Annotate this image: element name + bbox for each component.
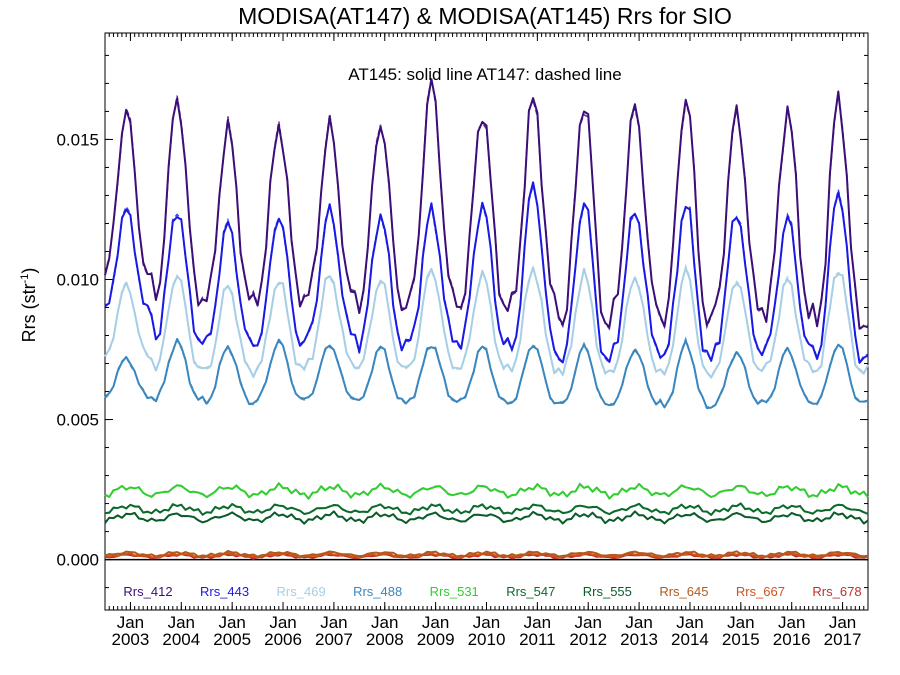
legend-entry-rrs_443: Rrs_443 [200, 584, 249, 599]
series-dashed-rrs_443 [104, 185, 869, 365]
x-tick-label-month: Jan [727, 613, 754, 632]
y-tick-label: 0.010 [56, 270, 99, 289]
x-tick-label-year: 2010 [468, 630, 506, 649]
legend-entry-rrs_555: Rrs_555 [583, 584, 632, 599]
x-tick-label-year: 2005 [213, 630, 251, 649]
x-tick-label-month: Jan [625, 613, 652, 632]
series-dashed-rrs_645 [104, 550, 869, 558]
x-tick-label-year: 2004 [162, 630, 200, 649]
plot-area: 0.0000.0050.0100.015Jan2003Jan2004Jan200… [56, 32, 869, 649]
x-tick-label-year: 2003 [112, 630, 150, 649]
series-line-rrs_531 [104, 482, 869, 500]
x-tick-label-year: 2011 [519, 630, 556, 649]
y-axis-label: Rrs (str-1) [19, 268, 39, 343]
x-tick-label-year: 2016 [773, 630, 811, 649]
x-tick-label-year: 2006 [264, 630, 302, 649]
x-tick-label-year: 2009 [417, 630, 455, 649]
y-axis-label-sup: -1 [19, 274, 31, 284]
y-tick-label: 0.000 [56, 551, 99, 570]
series-dashed-rrs_531 [104, 482, 869, 500]
x-tick-label-month: Jan [218, 613, 245, 632]
x-tick-label-month: Jan [371, 613, 398, 632]
legend-entry-rrs_678: Rrs_678 [812, 584, 861, 599]
x-tick-label-month: Jan [473, 613, 500, 632]
x-tick-label-month: Jan [829, 613, 856, 632]
x-tick-label-month: Jan [320, 613, 347, 632]
x-tick-label-month: Jan [117, 613, 144, 632]
x-tick-label-year: 2015 [722, 630, 760, 649]
series-dashed-rrs_412 [104, 78, 869, 332]
series-dashed-rrs_469 [104, 263, 869, 380]
legend-entry-rrs_667: Rrs_667 [736, 584, 785, 599]
legend-entry-rrs_547: Rrs_547 [506, 584, 555, 599]
x-tick-label-month: Jan [575, 613, 602, 632]
x-tick-label-month: Jan [422, 613, 449, 632]
legend-entry-rrs_531: Rrs_531 [430, 584, 479, 599]
x-tick-label-month: Jan [168, 613, 195, 632]
y-axis-label-end: ) [19, 268, 39, 274]
x-tick-label-month: Jan [778, 613, 805, 632]
series-line-rrs_443 [104, 181, 869, 364]
y-axis-label-main: Rrs (str [19, 283, 39, 342]
x-tick-label-month: Jan [524, 613, 551, 632]
y-tick-label: 0.015 [56, 130, 99, 149]
x-tick-label-year: 2017 [824, 630, 862, 649]
series-dashed-rrs_547 [104, 502, 869, 517]
legend-entry-rrs_488: Rrs_488 [353, 584, 402, 599]
x-tick-label-year: 2008 [366, 630, 404, 649]
series-dashed-rrs_488 [104, 336, 869, 409]
x-tick-label-month: Jan [269, 613, 296, 632]
x-tick-label-year: 2007 [315, 630, 353, 649]
x-tick-label-year: 2014 [671, 630, 709, 649]
y-tick-label: 0.005 [56, 411, 99, 430]
x-tick-label-year: 2013 [620, 630, 658, 649]
legend-entry-rrs_412: Rrs_412 [123, 584, 172, 599]
legend-entry-rrs_469: Rrs_469 [277, 584, 326, 599]
series-dashed-rrs_555 [104, 510, 869, 525]
x-tick-label-year: 2012 [569, 630, 607, 649]
chart-annotation: AT145: solid line AT147: dashed line [348, 65, 621, 84]
legend-entry-rrs_645: Rrs_645 [659, 584, 708, 599]
chart-title: MODISA(AT147) & MODISA(AT145) Rrs for SI… [238, 3, 732, 29]
x-tick-label-month: Jan [676, 613, 703, 632]
